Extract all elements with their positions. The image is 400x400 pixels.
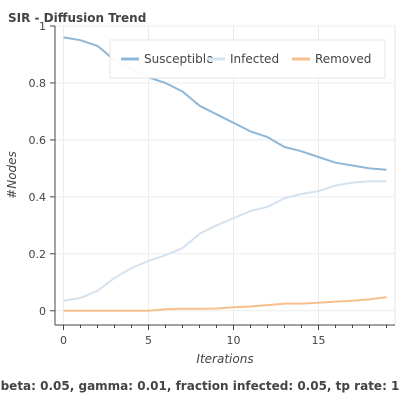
y-tick-label: 1 [39, 20, 46, 33]
y-axis-ticks: 0 0.2 0.4 0.6 0.8 1 [29, 20, 56, 325]
legend: Susceptible Infected Removed [109, 39, 386, 79]
x-axis-label: Iterations [196, 352, 253, 366]
y-tick-label: 0.6 [29, 134, 47, 147]
x-axis-ticks: 0 5 10 15 [55, 324, 395, 347]
x-tick-label: 15 [312, 334, 326, 347]
series-line-infected [63, 180, 387, 302]
series-line-removed [63, 296, 387, 312]
x-tick-label: 5 [145, 334, 152, 347]
y-tick-label: 0 [39, 305, 46, 318]
y-tick-label: 0.4 [29, 191, 47, 204]
legend-box [109, 39, 386, 79]
y-axis-label: #Nodes [5, 151, 19, 199]
y-tick-label: 0.2 [29, 248, 47, 261]
legend-label-removed: Removed [315, 52, 371, 66]
x-tick-label: 0 [60, 334, 67, 347]
y-tick-label: 0.8 [29, 77, 47, 90]
legend-label-susceptible: Susceptible [144, 52, 213, 66]
caption: beta: 0.05, gamma: 0.01, fraction infect… [0, 379, 400, 393]
x-tick-label: 10 [227, 334, 241, 347]
chart-title: SIR - Diffusion Trend [8, 11, 146, 25]
legend-label-infected: Infected [230, 52, 279, 66]
